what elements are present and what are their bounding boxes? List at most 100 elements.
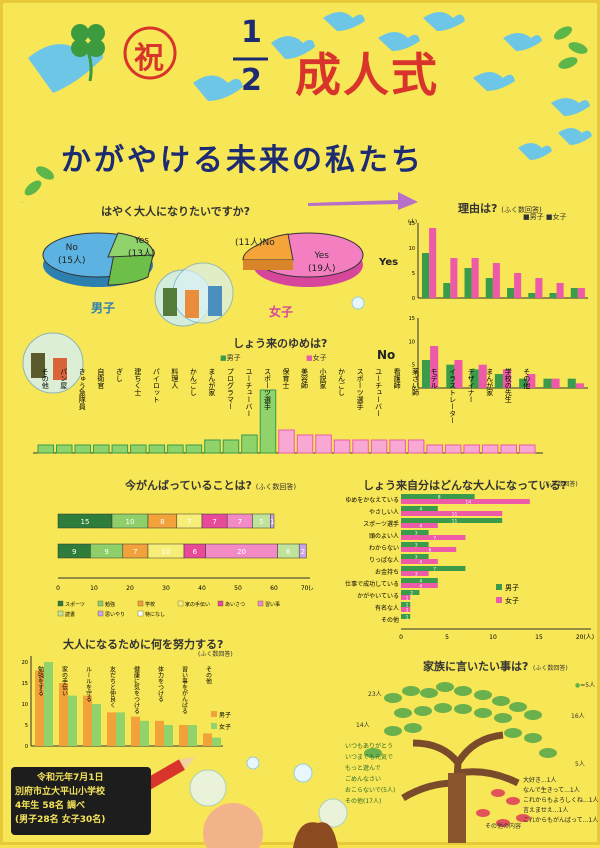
effort2-cat-label: 健康に気をつける	[133, 665, 140, 714]
dream-cat-label: 保育士	[282, 367, 290, 389]
tick-label: 5	[412, 271, 415, 277]
effort-value: 6	[286, 548, 291, 556]
dream-cat-label: ぎし	[115, 367, 123, 382]
bird-icon	[28, 12, 592, 160]
dream-boy-bar	[56, 444, 73, 454]
dream-cat-label: その他	[41, 368, 49, 390]
dream-boy-bar	[259, 389, 277, 454]
tick-label: 5	[25, 723, 28, 729]
no-boy-bar	[446, 364, 455, 388]
future-value: 4	[419, 579, 422, 585]
boys-label: 男子	[91, 301, 116, 315]
leaf-icon	[15, 26, 588, 203]
effort2-boy-bar	[59, 683, 68, 746]
dream-cat-label: かんごし	[338, 368, 346, 396]
tree-leaves	[364, 682, 557, 758]
effort-chart: 15108777519971062062010203040506070(人)スポ…	[56, 513, 313, 618]
effort-value: 9	[72, 548, 76, 556]
dream-legend-girl: ■女子	[306, 354, 327, 362]
tick-label: 15	[409, 221, 415, 227]
future-value: 7	[433, 567, 436, 573]
dream-cat-label: その他	[523, 368, 531, 390]
yes-girl-bar	[471, 258, 479, 298]
future-boy-bar	[401, 530, 429, 535]
dream-cat-label: 料理人	[171, 367, 179, 389]
future-girl-bar	[401, 499, 530, 504]
effort-value: 7	[187, 518, 191, 526]
legend-label: 学校	[145, 601, 155, 608]
yes-girl-bar	[556, 283, 564, 298]
effort-segment	[270, 513, 275, 529]
tick-label: 20	[22, 660, 28, 666]
family-item: ごめんなさい	[345, 776, 382, 783]
dream-boy-bar	[111, 444, 129, 454]
dream-title: しょう来のゆめは?	[233, 337, 328, 350]
future-value: 4	[419, 507, 422, 513]
family-legend: ●=5人	[575, 682, 596, 689]
unit-label: (人)	[408, 219, 417, 225]
legend-label: 男子	[219, 712, 231, 719]
quote-line: 大好き...1人	[523, 777, 557, 784]
future-girl-bar	[401, 607, 411, 612]
fraction-numerator: 1	[241, 15, 262, 50]
legend-swatch	[211, 711, 217, 717]
dream-legend-boy: ■男子	[220, 354, 241, 362]
dream-boy-bar	[185, 444, 203, 454]
dream-boy-bar	[167, 444, 184, 454]
future-cat-label: 頭のよい人	[369, 533, 399, 540]
future-note: (ふく数回答)	[543, 481, 578, 488]
no-girl-bar	[527, 374, 536, 388]
dream-girl-bar	[518, 444, 536, 454]
leaf-label-1: 23人	[368, 691, 382, 698]
legend-swatch	[97, 600, 104, 607]
effort2-girl-bar	[212, 737, 221, 746]
family-item: おこらないで(5人)	[345, 787, 396, 794]
reason-charts: 15 10 5 0 15 10 5 0 (人)	[408, 219, 588, 392]
yes-boy-bar	[507, 288, 515, 298]
dream-girl-bar	[426, 444, 443, 454]
effort-value: 20	[237, 548, 246, 556]
future-girl-bar	[401, 583, 438, 588]
effort-value: 7	[133, 548, 137, 556]
leaf-label-2: 14人	[356, 722, 370, 729]
tick-label: 15	[535, 634, 543, 641]
legend-label: 特になし	[145, 611, 165, 618]
leaf-label-3: 16人	[571, 713, 585, 720]
dream-cat-label: きゅう急隊員	[78, 368, 86, 411]
reason-legend: ■男子 ■女子	[523, 213, 567, 221]
dream-boy-bar	[241, 434, 258, 454]
effort2-boy-bar	[35, 670, 44, 746]
title-subtitle: かがやける未来の私たち	[61, 143, 424, 178]
effort2-boy-bar	[83, 695, 92, 746]
future-boy-bar	[401, 590, 420, 595]
tick-label: 20	[126, 585, 134, 592]
reason-title: 理由は? (ふく数回答)	[458, 202, 542, 215]
dream-boy-bar	[74, 444, 92, 454]
dream-girl-bar	[444, 444, 462, 454]
yes-girl-bar	[429, 228, 437, 298]
future-cat-label: その他	[381, 616, 399, 624]
dream-cat-label: パン屋	[60, 368, 68, 390]
tick-label: 30	[162, 585, 170, 592]
dream-girl-bar	[333, 439, 351, 454]
tick-label: 15	[22, 681, 28, 687]
clover-icon	[71, 24, 105, 82]
effort2-chart: 20 15 10 5 0 勉強をする 家の手伝い ルールを守る 友だちと仲良く 健康に気をつける 体…	[22, 656, 231, 750]
yes-girl-bar	[535, 278, 543, 298]
future-boy-bar	[401, 578, 438, 583]
effort2-cat-label: 習い事をがんばる	[181, 666, 188, 714]
legend-label: 思いやり	[105, 611, 125, 618]
future-value: 2	[410, 591, 413, 597]
dream-cat-label: かんごし	[189, 368, 197, 396]
legend-label: 習い事	[265, 601, 280, 608]
effort2-cat-label: 体力をつける	[157, 665, 164, 702]
dream-cat-label: ユーチューバー	[375, 368, 383, 417]
future-value: 3	[415, 555, 418, 561]
legend-swatch	[97, 610, 104, 617]
dog-icon	[293, 822, 338, 848]
survey-breakdown: (男子28名 女子30名)	[15, 815, 106, 825]
trunk-label: その他の内容	[485, 823, 522, 830]
seal-circle	[123, 26, 177, 80]
future-girl-bar	[401, 595, 411, 600]
dream-cat-label: モデル	[430, 368, 438, 389]
